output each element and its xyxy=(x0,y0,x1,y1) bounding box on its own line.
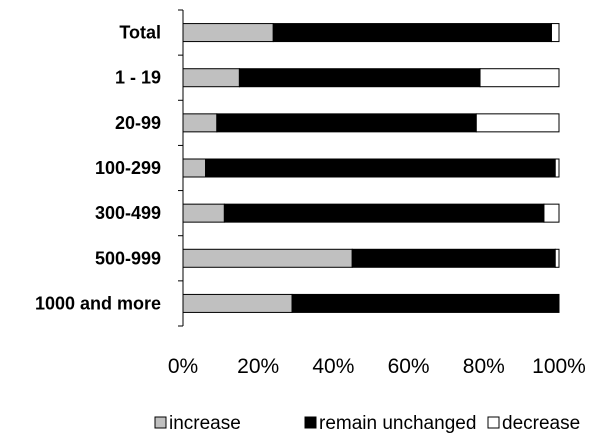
x-tick-label: 80% xyxy=(463,355,505,378)
legend-label-remain-unchanged: remain unchanged xyxy=(319,413,476,434)
bar-remain-unchanged-6 xyxy=(292,294,559,312)
bar-increase-2 xyxy=(183,114,217,132)
x-tick-label: 60% xyxy=(388,355,430,378)
x-tick-label: 100% xyxy=(532,355,586,378)
x-tick-label: 0% xyxy=(168,355,198,378)
category-label: 100-299 xyxy=(95,158,161,178)
bar-decrease-1 xyxy=(480,69,559,87)
bar-decrease-3 xyxy=(555,159,559,177)
bar-remain-unchanged-1 xyxy=(239,69,480,87)
category-label: 20-99 xyxy=(115,113,161,133)
category-label: 1000 and more xyxy=(35,293,161,313)
x-tick-label: 40% xyxy=(312,355,354,378)
x-tick-label: 20% xyxy=(237,355,279,378)
bar-increase-5 xyxy=(183,249,352,267)
category-label: 300-499 xyxy=(95,203,161,223)
bar-increase-4 xyxy=(183,204,224,222)
category-label: 1 - 19 xyxy=(115,68,161,88)
bar-remain-unchanged-5 xyxy=(352,249,555,267)
bar-remain-unchanged-3 xyxy=(206,159,556,177)
bar-decrease-4 xyxy=(544,204,559,222)
legend-swatch-increase xyxy=(155,417,166,428)
legend-label-decrease: decrease xyxy=(502,413,580,434)
legend-swatch-remain-unchanged xyxy=(305,417,316,428)
bar-remain-unchanged-4 xyxy=(224,204,544,222)
bar-increase-0 xyxy=(183,24,273,42)
bar-remain-unchanged-0 xyxy=(273,24,551,42)
bar-decrease-2 xyxy=(476,114,559,132)
category-label: Total xyxy=(119,23,161,43)
bar-increase-6 xyxy=(183,294,292,312)
legend-swatch-decrease xyxy=(488,417,499,428)
legend-label-increase: increase xyxy=(169,413,241,434)
bar-increase-1 xyxy=(183,69,239,87)
bar-increase-3 xyxy=(183,159,206,177)
bar-remain-unchanged-2 xyxy=(217,114,476,132)
bar-decrease-5 xyxy=(555,249,559,267)
category-label: 500-999 xyxy=(95,248,161,268)
bar-decrease-0 xyxy=(551,24,559,42)
